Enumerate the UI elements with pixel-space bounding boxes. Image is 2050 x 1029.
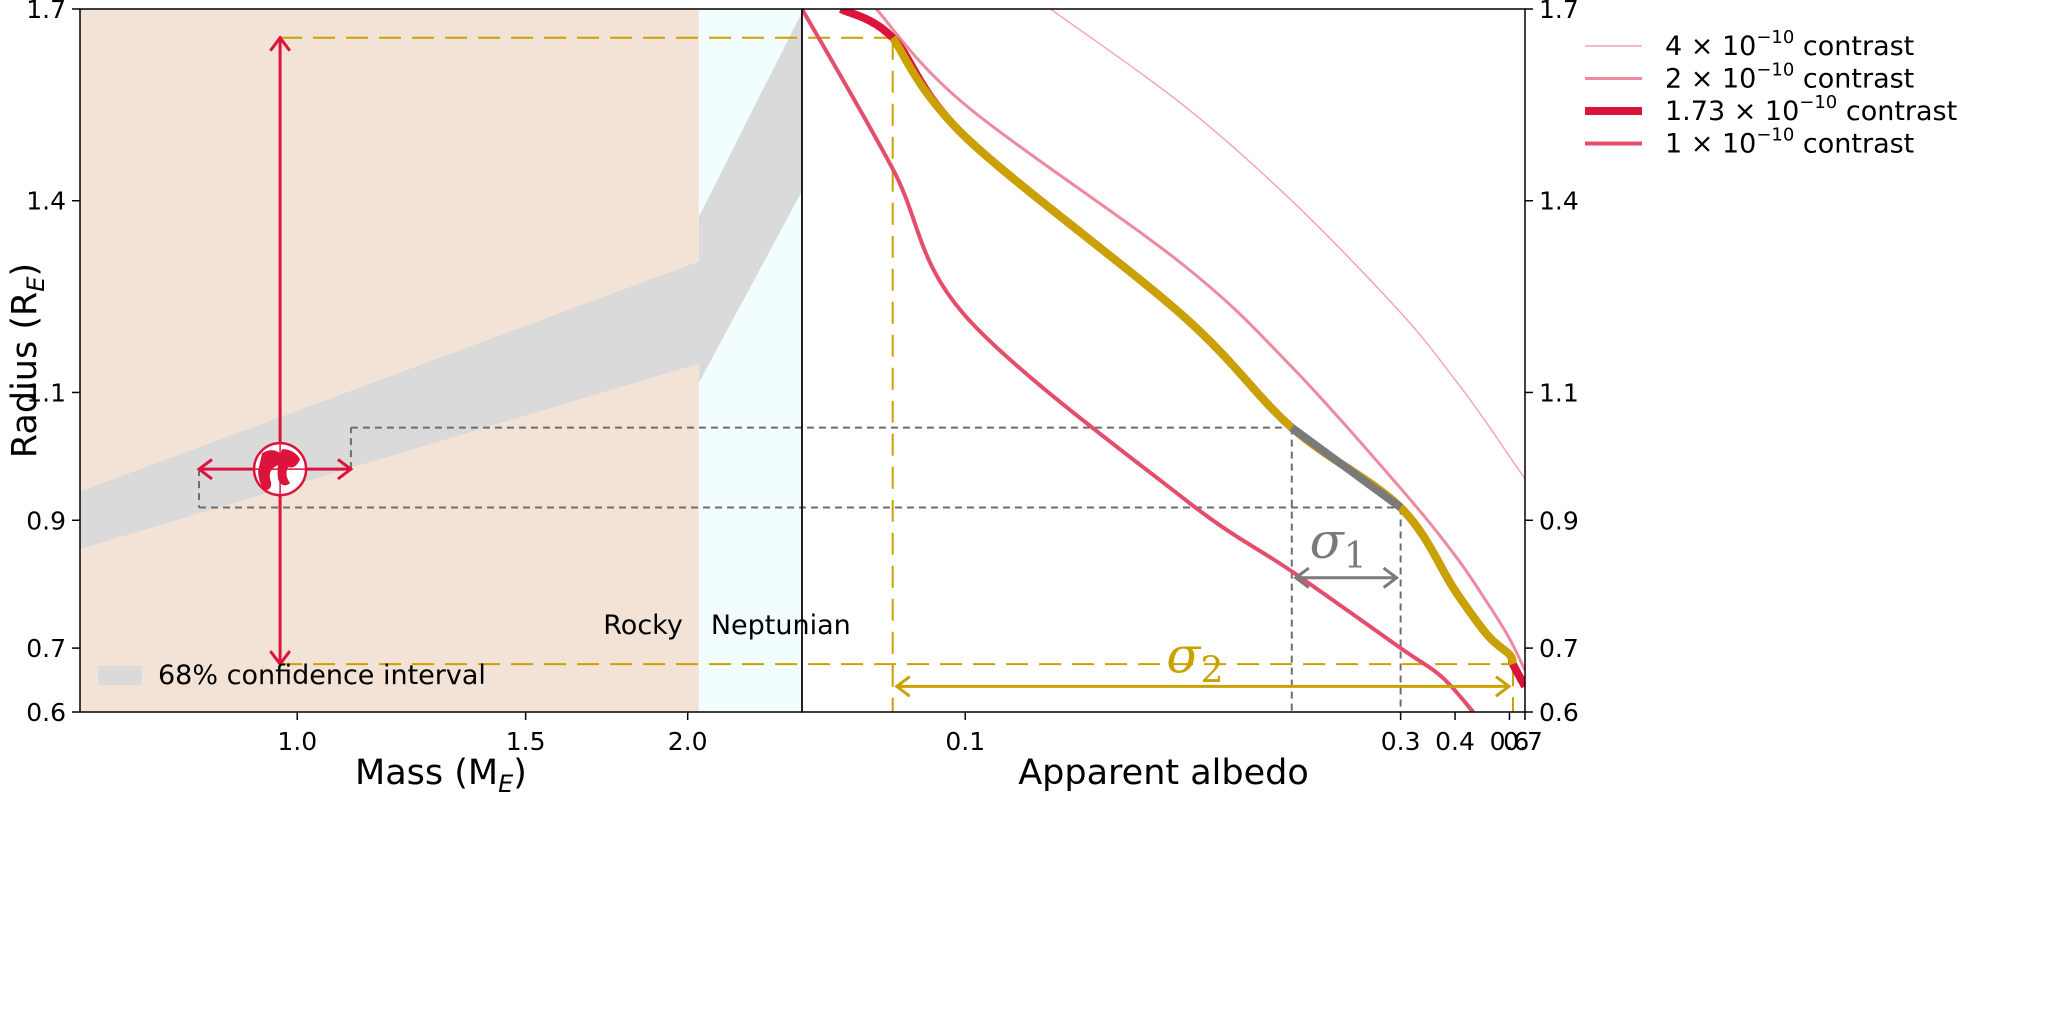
- legend-label-prefix: 1.73 × 10: [1665, 96, 1799, 127]
- labels-layer: Mass (ME) Apparent albedo Radius (RE) Ro…: [5, 263, 1367, 798]
- sigma1-arrow-head: [1382, 566, 1400, 589]
- earth-icon: [252, 441, 308, 497]
- confidence-band-segment: [698, 12, 802, 383]
- sigma2-symbol: σ: [1166, 626, 1202, 684]
- right-x-axis-label: Apparent albedo: [1018, 753, 1309, 793]
- y-tick-label: 1.1: [26, 378, 66, 407]
- left-x-axis-label: Mass (ME): [355, 753, 527, 798]
- right-panel-frame: [801, 8, 1526, 713]
- x-tick-label-albedo: 0.4: [1435, 727, 1475, 756]
- y-tick-label: 0.9: [26, 506, 66, 535]
- confidence-band-layer: [80, 12, 802, 550]
- y-tick-label-right: 0.6: [1539, 698, 1579, 727]
- y-tick-label-right: 0.7: [1539, 634, 1579, 663]
- y-tick-label-right: 1.7: [1539, 0, 1579, 24]
- legend-label-4: 1 × 10−10 contrast: [1665, 125, 1914, 160]
- sigma2-arrow: [894, 675, 1512, 698]
- marks-layer: [196, 35, 1512, 698]
- contrast-curve-4: [802, 9, 1475, 712]
- legend-label-prefix: 2 × 10: [1665, 64, 1756, 95]
- sigma2-label: σ2: [1166, 626, 1223, 691]
- legend-label-3: 1.73 × 10−10 contrast: [1665, 92, 1957, 127]
- legend-label-confidence: 68% confidence interval: [158, 660, 486, 691]
- y-tick-label-right: 1.4: [1539, 187, 1579, 216]
- x-tick-label-albedo: 0.7: [1503, 727, 1543, 756]
- earth-radius-error-bar-head: [269, 35, 292, 52]
- sigma1-subscript: 1: [1344, 536, 1367, 577]
- legend-label-exponent: −10: [1799, 92, 1837, 113]
- x-tick-label-mass: 1.0: [277, 727, 317, 756]
- earth-icon-continent: [277, 449, 301, 486]
- earth-radius-error-bar-head: [269, 650, 292, 667]
- earth-radius-error-bar: [269, 35, 292, 667]
- legend-swatch-confidence: [98, 666, 142, 685]
- highlighted-curve-segment: [889, 35, 1517, 666]
- projection-guides-layer: [198, 36, 1514, 712]
- y-tick-label: 0.7: [26, 634, 66, 663]
- sigma2-arrow-head: [1495, 675, 1512, 698]
- earth-mass-error-bar-head: [196, 458, 213, 481]
- y-tick-label: 1.7: [26, 0, 66, 24]
- x-tick-label-albedo: 0.3: [1381, 727, 1421, 756]
- legend-label-suffix: contrast: [1794, 64, 1914, 95]
- sigma1-label: σ1: [1310, 512, 1367, 577]
- legend-label-suffix: contrast: [1837, 96, 1957, 127]
- legend-label-exponent: −10: [1756, 60, 1794, 81]
- y-axis-label: Radius (RE): [5, 263, 50, 458]
- y-tick-label-right: 0.9: [1539, 506, 1579, 535]
- y-tick-label: 1.4: [26, 187, 66, 216]
- earth-mass-error-bar-head: [337, 458, 354, 481]
- legend-label-1: 4 × 10−10 contrast: [1665, 27, 1914, 62]
- region-label-neptunian: Neptunian: [711, 610, 851, 641]
- x-tick-label-albedo: 0.1: [945, 727, 985, 756]
- y-tick-label: 0.6: [26, 698, 66, 727]
- legend-label-suffix: contrast: [1794, 129, 1914, 160]
- contrast-curve-1: [1050, 9, 1525, 480]
- x-tick-label-mass: 1.5: [506, 727, 546, 756]
- sigma2-arrow-head: [894, 675, 911, 698]
- x-tick-label-mass: 2.0: [668, 727, 708, 756]
- legend-label-exponent: −10: [1756, 125, 1794, 146]
- contrast-curve-2: [875, 9, 1525, 672]
- y-tick-label-right: 1.1: [1539, 378, 1579, 407]
- legend-label-prefix: 1 × 10: [1665, 129, 1756, 160]
- contrast-curves-layer: [802, 9, 1525, 712]
- legend-label-prefix: 4 × 10: [1665, 31, 1756, 62]
- x-tick-label-albedo: 0.6: [1490, 727, 1530, 756]
- confidence-band-segment: [80, 261, 699, 550]
- legend-label-suffix: contrast: [1794, 31, 1914, 62]
- highlighted-curve-segment: [1289, 424, 1403, 511]
- sigma2-subscript: 2: [1200, 650, 1223, 691]
- sigma1-arrow-head: [1293, 566, 1310, 589]
- axes-layer: 0.60.70.91.11.41.70.60.70.91.11.41.71.0 1…: [26, 0, 1579, 756]
- sigma1-symbol: σ: [1310, 512, 1346, 570]
- legend-label-exponent: −10: [1756, 27, 1794, 48]
- earth-icon-continent: [258, 450, 283, 492]
- legend-label-2: 2 × 10−10 contrast: [1665, 60, 1914, 95]
- sigma1-arrow: [1293, 566, 1400, 589]
- region-label-rocky: Rocky: [603, 610, 683, 641]
